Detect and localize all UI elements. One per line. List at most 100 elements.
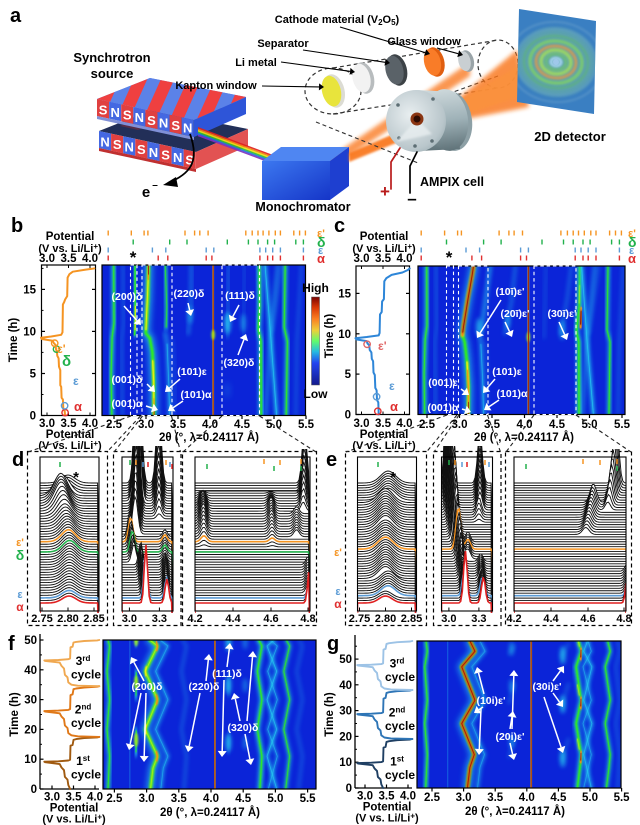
svg-text:Potential: Potential <box>50 803 99 815</box>
svg-text:α: α <box>628 251 636 266</box>
svg-text:Glass window: Glass window <box>387 36 461 48</box>
svg-text:5: 5 <box>345 369 352 381</box>
svg-text:δ: δ <box>62 353 71 370</box>
svg-text:3.3: 3.3 <box>152 613 167 625</box>
svg-text:Separator: Separator <box>257 38 309 50</box>
svg-text:5.5: 5.5 <box>300 793 317 805</box>
svg-text:N: N <box>135 110 144 125</box>
svg-text:*: * <box>73 469 79 486</box>
svg-text:3.0: 3.0 <box>354 418 370 430</box>
svg-text:cycle: cycle <box>385 719 415 733</box>
svg-text:(001)α: (001)α <box>112 398 144 410</box>
svg-text:3.5: 3.5 <box>61 418 78 430</box>
svg-text:S: S <box>171 118 180 133</box>
svg-text:3.3: 3.3 <box>471 613 486 625</box>
svg-text:4.5: 4.5 <box>234 419 251 431</box>
svg-text:ε: ε <box>73 374 79 388</box>
svg-text:(200)δ: (200)δ <box>132 681 163 693</box>
svg-text:ε': ε' <box>334 547 342 559</box>
svg-text:4.6: 4.6 <box>263 613 278 625</box>
svg-text:4.2: 4.2 <box>506 613 521 625</box>
svg-text:ε': ε' <box>378 339 387 353</box>
svg-text:3.5: 3.5 <box>171 793 188 805</box>
svg-text:3.0: 3.0 <box>452 419 468 431</box>
svg-text:2θ (°, λ=0.24117 Å): 2θ (°, λ=0.24117 Å) <box>159 431 259 444</box>
svg-text:b: b <box>11 215 23 237</box>
svg-text:–: – <box>152 180 158 191</box>
svg-text:5.5: 5.5 <box>614 792 631 804</box>
svg-text:(V vs. Li/Li+): (V vs. Li/Li+) <box>38 242 102 255</box>
svg-text:40: 40 <box>339 680 352 692</box>
svg-text:(20i)ε': (20i)ε' <box>495 731 524 743</box>
svg-text:40: 40 <box>24 665 37 677</box>
svg-text:cycle: cycle <box>385 670 415 684</box>
svg-text:2.80: 2.80 <box>57 613 78 625</box>
svg-text:4.0: 4.0 <box>82 418 98 430</box>
svg-text:S: S <box>113 137 122 152</box>
svg-text:(001)ε: (001)ε <box>428 377 458 389</box>
svg-text:*: * <box>130 248 137 267</box>
svg-text:Cathode material (V2O5): Cathode material (V2O5) <box>275 14 400 27</box>
svg-text:10: 10 <box>339 757 352 769</box>
svg-text:4.0: 4.0 <box>519 792 535 804</box>
svg-text:4.0: 4.0 <box>517 419 533 431</box>
svg-text:c: c <box>334 215 345 237</box>
svg-text:cycle: cycle <box>71 767 101 781</box>
svg-text:2.5: 2.5 <box>106 419 123 431</box>
svg-text:(220)δ: (220)δ <box>174 288 205 300</box>
svg-text:4.6: 4.6 <box>580 613 595 625</box>
svg-text:4.0: 4.0 <box>400 791 416 803</box>
svg-text:0: 0 <box>345 410 351 422</box>
svg-text:3.0: 3.0 <box>44 792 60 804</box>
svg-text:20: 20 <box>339 731 352 743</box>
svg-text:α: α <box>317 251 325 266</box>
svg-text:15: 15 <box>338 288 351 300</box>
svg-text:a: a <box>10 5 22 27</box>
svg-text:ε: ε <box>389 379 395 393</box>
svg-text:4.4: 4.4 <box>543 613 559 625</box>
svg-text:(320)δ: (320)δ <box>228 722 259 734</box>
svg-text:(101)α: (101)α <box>497 388 529 400</box>
svg-text:3.5: 3.5 <box>66 792 83 804</box>
svg-text:α: α <box>74 399 82 414</box>
svg-text:Potential: Potential <box>360 231 409 243</box>
svg-text:N: N <box>110 105 119 120</box>
svg-text:4.0: 4.0 <box>397 418 413 430</box>
svg-text:4.0: 4.0 <box>203 793 219 805</box>
svg-text:5: 5 <box>30 368 37 380</box>
svg-text:5.5: 5.5 <box>298 419 315 431</box>
svg-text:3.5: 3.5 <box>487 792 504 804</box>
svg-text:Synchrotron: Synchrotron <box>73 50 150 65</box>
svg-text:4.0: 4.0 <box>82 253 98 265</box>
svg-text:3.0: 3.0 <box>354 253 370 265</box>
svg-text:Potential: Potential <box>46 231 95 243</box>
svg-text:3.0: 3.0 <box>39 253 55 265</box>
svg-text:α: α <box>390 399 398 414</box>
svg-text:3.0: 3.0 <box>138 419 154 431</box>
svg-text:N: N <box>149 145 158 160</box>
svg-text:(V vs. Li/Li+): (V vs. Li/Li+) <box>38 439 102 452</box>
svg-text:3.0: 3.0 <box>39 418 55 430</box>
svg-text:Potential: Potential <box>46 429 95 441</box>
svg-text:3.5: 3.5 <box>379 791 396 803</box>
svg-text:(111)δ: (111)δ <box>225 290 255 302</box>
svg-text:*: * <box>446 248 453 267</box>
svg-text:2D detector: 2D detector <box>534 129 606 144</box>
svg-text:(20ī)ε': (20ī)ε' <box>500 308 529 320</box>
svg-text:(001)α: (001)α <box>428 402 460 414</box>
svg-text:α: α <box>16 600 24 614</box>
svg-text:*: * <box>390 469 396 486</box>
svg-text:2θ (°, λ=0.24117 Å): 2θ (°, λ=0.24117 Å) <box>474 431 574 444</box>
svg-text:4.5: 4.5 <box>549 419 566 431</box>
svg-text:S: S <box>185 153 194 168</box>
svg-text:d: d <box>12 449 24 471</box>
svg-text:(10i)ε': (10i)ε' <box>476 695 505 707</box>
svg-text:2.5: 2.5 <box>419 419 436 431</box>
svg-text:(V vs. Li/Li+): (V vs. Li/Li+) <box>352 439 416 452</box>
svg-text:4.0: 4.0 <box>87 792 103 804</box>
svg-text:ε: ε <box>629 245 635 257</box>
svg-text:cycle: cycle <box>71 668 101 682</box>
svg-text:S: S <box>147 113 156 128</box>
svg-text:3.0: 3.0 <box>357 791 373 803</box>
svg-text:Low: Low <box>304 387 329 401</box>
